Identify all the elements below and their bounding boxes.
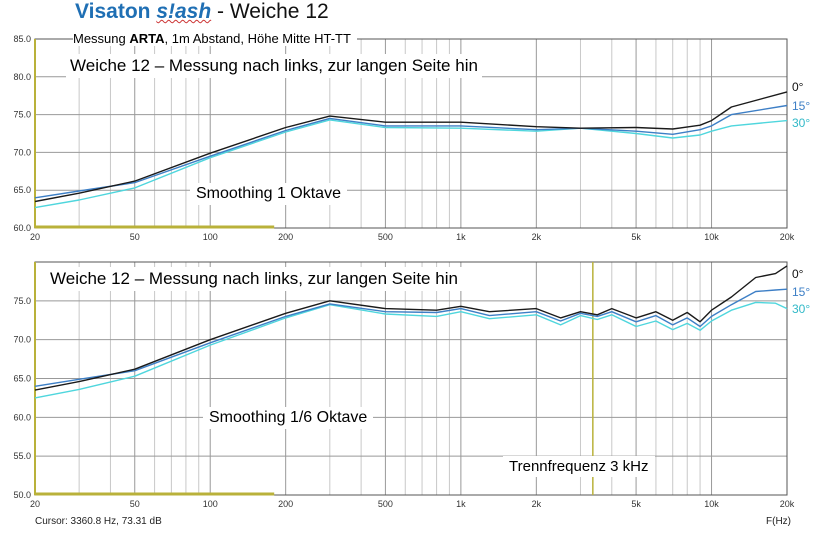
chart2-annotation: Smoothing 1/6 Oktave bbox=[203, 407, 374, 429]
x-tick-label: 2k bbox=[532, 232, 542, 242]
x-tick-label: 200 bbox=[278, 232, 293, 242]
series-line-0deg bbox=[34, 91, 788, 203]
marker-label: Trennfrequenz 3 kHz bbox=[503, 456, 655, 477]
legend-15deg: 15° bbox=[792, 99, 811, 113]
x-tick-label: 10k bbox=[704, 232, 719, 242]
y-tick-label: 65.0 bbox=[13, 374, 31, 384]
x-unit-label: F(Hz) bbox=[766, 516, 791, 527]
y-tick-label: 60.0 bbox=[13, 223, 31, 233]
y-tick-label: 80.0 bbox=[13, 72, 31, 82]
x-tick-label: 1k bbox=[456, 499, 466, 509]
x-tick-label: 500 bbox=[378, 499, 393, 509]
x-tick-label: 2k bbox=[532, 499, 542, 509]
chart1-title: Weiche 12 – Messung nach links, zur lang… bbox=[66, 54, 482, 78]
x-tick-label: 20 bbox=[30, 232, 40, 242]
x-tick-label: 20 bbox=[30, 499, 40, 509]
series-line-15deg bbox=[34, 104, 788, 199]
x-tick-label: 5k bbox=[631, 499, 641, 509]
legend-30deg: 30° bbox=[792, 116, 811, 130]
cursor-readout: Cursor: 3360.8 Hz, 73.31 dB bbox=[35, 516, 162, 527]
y-tick-label: 70.0 bbox=[13, 335, 31, 345]
y-tick-label: 70.0 bbox=[13, 147, 31, 157]
y-tick-label: 55.0 bbox=[13, 451, 31, 461]
measurement-subtitle: Messung ARTA, 1m Abstand, Höhe Mitte HT-… bbox=[73, 31, 357, 46]
legend2-15deg: 15° bbox=[792, 285, 811, 299]
series-line-30deg bbox=[34, 301, 788, 399]
x-tick-label: 1k bbox=[456, 232, 466, 242]
y-tick-label: 65.0 bbox=[13, 185, 31, 195]
x-tick-label: 100 bbox=[203, 499, 218, 509]
y-tick-label: 85.0 bbox=[13, 34, 31, 44]
y-tick-label: 75.0 bbox=[13, 296, 31, 306]
y-tick-label: 50.0 bbox=[13, 490, 31, 500]
x-tick-label: 10k bbox=[704, 499, 719, 509]
x-tick-label: 100 bbox=[203, 232, 218, 242]
series-line-15deg bbox=[34, 288, 788, 387]
x-tick-label: 500 bbox=[378, 232, 393, 242]
series-line-0deg bbox=[34, 265, 788, 391]
chart1-annotation: Smoothing 1 Oktave bbox=[190, 183, 347, 205]
x-tick-label: 50 bbox=[130, 232, 140, 242]
x-tick-label: 20k bbox=[780, 499, 795, 509]
legend2-0deg: 0° bbox=[792, 267, 804, 281]
legend-0deg: 0° bbox=[792, 80, 804, 94]
page-title: Visaton s!ash - Weiche 12 bbox=[75, 0, 329, 23]
y-tick-label: 60.0 bbox=[13, 412, 31, 422]
x-tick-label: 50 bbox=[130, 499, 140, 509]
series-line-30deg bbox=[34, 119, 788, 209]
x-tick-label: 20k bbox=[780, 232, 795, 242]
y-tick-label: 75.0 bbox=[13, 110, 31, 120]
x-tick-label: 5k bbox=[631, 232, 641, 242]
x-tick-label: 200 bbox=[278, 499, 293, 509]
chart2-title: Weiche 12 – Messung nach links, zur lang… bbox=[46, 267, 462, 291]
legend2-30deg: 30° bbox=[792, 302, 811, 316]
